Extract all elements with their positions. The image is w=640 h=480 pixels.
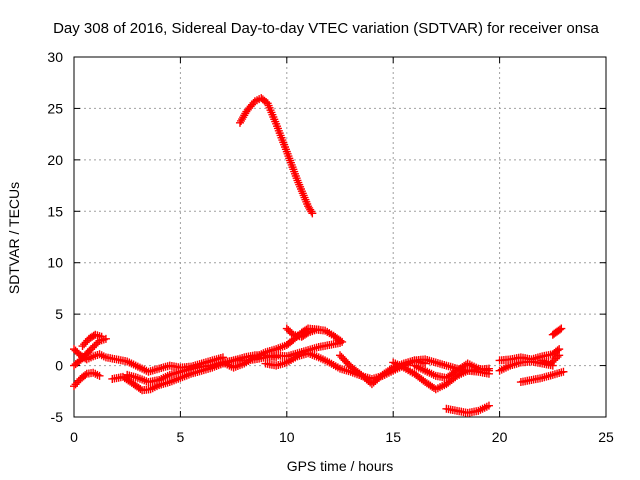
grid <box>74 57 606 417</box>
data-point <box>559 367 568 376</box>
data-point <box>338 337 347 346</box>
x-tick-label: 20 <box>492 429 508 445</box>
series-arc-b <box>70 368 104 391</box>
series-arc-f <box>123 338 344 387</box>
series-arc-high <box>235 94 317 218</box>
y-tick-label: -5 <box>51 409 64 425</box>
series-arc-p <box>516 367 568 387</box>
data-point <box>95 371 104 380</box>
data-point <box>557 324 566 333</box>
x-axis-label: GPS time / hours <box>287 458 394 474</box>
data-point <box>484 366 493 375</box>
data-point <box>101 334 110 343</box>
axes <box>73 56 607 418</box>
data-point <box>555 351 564 360</box>
plot-border <box>73 56 607 418</box>
data-point <box>307 207 316 216</box>
series-arc-q <box>538 351 564 368</box>
series-arc-m <box>442 401 493 417</box>
x-tick-label: 5 <box>177 429 185 445</box>
y-tick-label: 30 <box>47 49 63 65</box>
x-tick-label: 15 <box>385 429 401 445</box>
y-tick-label: 25 <box>47 100 63 116</box>
y-tick-label: 0 <box>55 358 63 374</box>
data-point <box>553 352 562 361</box>
data-point <box>336 336 345 345</box>
y-axis-label: SDTVAR / TECUs <box>6 182 22 294</box>
data-point <box>302 329 311 338</box>
y-tick-label: 15 <box>47 203 63 219</box>
data-point <box>555 325 564 334</box>
series-arc-d <box>70 334 110 370</box>
y-tick-label: 10 <box>47 255 63 271</box>
y-tick-label: 5 <box>55 306 63 322</box>
data-point <box>136 385 145 394</box>
x-tick-label: 10 <box>279 429 295 445</box>
data-point <box>484 401 493 410</box>
tick-labels: 0 5 10 15 20 25 -5 0 5 10 15 20 25 30 <box>47 49 614 445</box>
x-tick-label: 25 <box>598 429 614 445</box>
data-point <box>81 371 90 380</box>
y-tick-label: 20 <box>47 152 63 168</box>
x-tick-label: 0 <box>70 429 78 445</box>
data-point <box>308 209 317 218</box>
series-arc-h <box>282 324 347 346</box>
series-arc-r <box>548 324 566 339</box>
data-points <box>70 94 568 417</box>
chart-title: Day 308 of 2016, Sidereal Day-to-day VTE… <box>53 20 599 37</box>
series-arc-l <box>410 359 493 382</box>
